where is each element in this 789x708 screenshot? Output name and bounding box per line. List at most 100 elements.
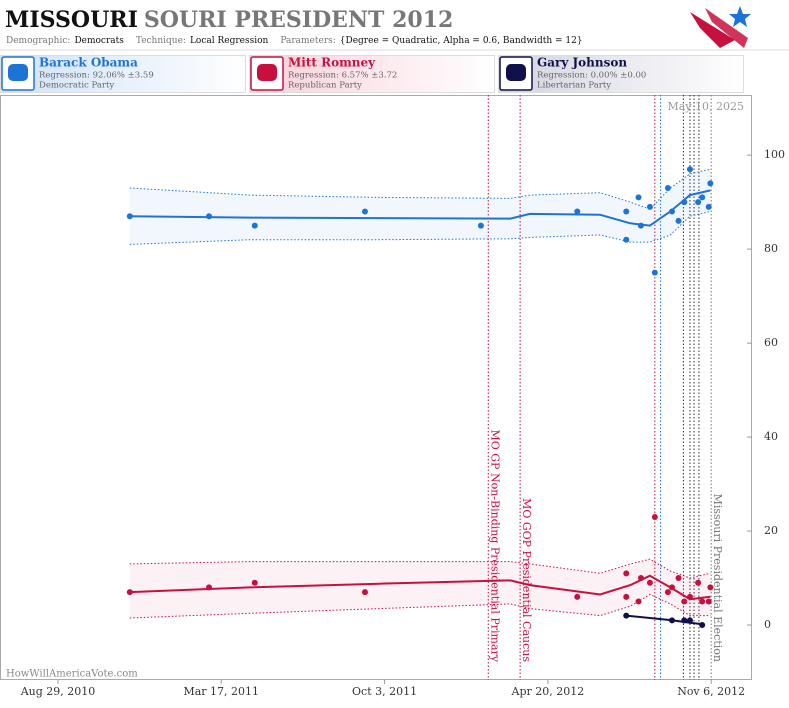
- poll-point: [686, 617, 693, 624]
- poll-point: [681, 199, 688, 206]
- poll-point: [707, 584, 714, 591]
- legend-party: Republican Party: [288, 81, 362, 91]
- band-upper: [129, 558, 711, 579]
- poll-point: [126, 213, 133, 220]
- event-label: MO GP Non-Binding Presidential Primary: [488, 430, 501, 663]
- poll-point: [675, 575, 682, 582]
- y-tick-label: 0: [764, 618, 771, 631]
- legend-regression: Regression: 92.06% ±3.59: [39, 71, 154, 81]
- y-tick-label: 60: [764, 336, 778, 349]
- poll-point: [699, 622, 706, 629]
- poll-point: [361, 589, 368, 596]
- x-tick-label: Nov 6, 2012: [677, 685, 745, 698]
- confidence-band: [129, 169, 711, 245]
- poll-point: [686, 593, 693, 600]
- y-tick-label: 20: [764, 524, 778, 537]
- poll-point: [251, 579, 258, 586]
- legend-party: Democratic Party: [39, 81, 114, 91]
- poll-point: [705, 598, 712, 605]
- source: HowWillAmericaVote.com: [6, 669, 138, 680]
- poll-point: [623, 593, 630, 600]
- poll-point: [623, 236, 630, 243]
- y-tick-label: 40: [764, 430, 778, 443]
- poll-point: [695, 199, 702, 206]
- x-tick-label: Oct 3, 2011: [352, 685, 417, 698]
- legend-icon-mark: [257, 64, 277, 81]
- meta: Demographic: Democrats Technique: Local Reg…: [6, 36, 583, 46]
- meta-line: Demographic: Democrats Technique: Local Reg…: [6, 36, 583, 46]
- poll-point: [695, 579, 702, 586]
- poll-point: [574, 593, 581, 600]
- event-label: Missouri Presidential Election: [711, 494, 724, 662]
- meta-label: Technique:: [136, 36, 186, 46]
- x-tick-label: Apr 20, 2012: [511, 685, 585, 698]
- poll-point: [623, 570, 630, 577]
- poll-point: [637, 222, 644, 229]
- poll-point: [477, 222, 484, 229]
- poll-point: [668, 208, 675, 215]
- meta-label: Demographic:: [6, 36, 70, 46]
- band-lower: [129, 593, 711, 619]
- legend-icon-mark: [8, 64, 28, 81]
- title-rest: SOURI PRESIDENT 2012: [144, 7, 453, 33]
- meta-value: Local Regression: [190, 36, 269, 46]
- legend-icon-mark: [506, 64, 526, 81]
- poll-point: [646, 203, 653, 210]
- poll-point: [646, 579, 653, 586]
- y-tick-label: 80: [764, 242, 778, 255]
- band-lower: [129, 211, 711, 245]
- poll-point: [705, 203, 712, 210]
- poll-point: [651, 269, 658, 276]
- chart-title: MISSOURI SOURI PRESIDENT 2012: [5, 7, 453, 33]
- trend-line: [129, 574, 711, 601]
- poll-point: [361, 208, 368, 215]
- meta-label: Parameters:: [280, 36, 335, 46]
- meta-value: {Degree = Quadratic, Alpha = 0.6, Bandwi…: [340, 36, 583, 46]
- legend-box: [498, 55, 744, 93]
- legend-box: [249, 55, 495, 93]
- x-tick-label: Mar 17, 2011: [183, 685, 259, 698]
- poll-point: [635, 194, 642, 201]
- y-tick-label: 100: [764, 148, 785, 161]
- poll-point: [681, 617, 688, 624]
- date-stamp: May 10, 2025: [667, 100, 744, 113]
- legend-name: Barack Obama: [39, 56, 138, 70]
- legend-regression: Regression: 6.57% ±3.72: [288, 71, 397, 81]
- plot-frame: [0, 95, 752, 680]
- trend-line: [129, 189, 711, 227]
- poll-point: [126, 589, 133, 596]
- legend-name: Gary Johnson: [537, 56, 627, 70]
- poll-point: [635, 598, 642, 605]
- poll-point: [206, 584, 213, 591]
- poll-point: [623, 612, 630, 619]
- poll-point: [675, 217, 682, 224]
- poll-point: [206, 213, 213, 220]
- meta-value: Democrats: [74, 36, 124, 46]
- poll-point: [251, 222, 258, 229]
- poll-point: [681, 598, 688, 605]
- poll-point: [686, 166, 693, 173]
- poll-point: [707, 180, 714, 187]
- legend-regression: Regression: 0.00% ±0.00: [537, 71, 646, 81]
- poll-point: [623, 208, 630, 215]
- poll-point: [651, 513, 658, 520]
- event-label: MO GOP Presidential Caucus: [520, 498, 533, 662]
- confidence-band: [129, 559, 711, 618]
- poll-point: [668, 617, 675, 624]
- poll-point: [664, 589, 671, 596]
- poll-point: [699, 194, 706, 201]
- legend-name: Mitt Romney: [288, 56, 376, 70]
- title-main: MISSOURI: [5, 7, 138, 33]
- poll-point: [574, 208, 581, 215]
- poll-point: [664, 185, 671, 192]
- legend-box: [0, 55, 246, 93]
- poll-point: [668, 584, 675, 591]
- x-tick-label: Aug 29, 2010: [20, 685, 96, 698]
- poll-point: [637, 575, 644, 582]
- poll-point: [699, 598, 706, 605]
- logo: [690, 6, 751, 48]
- band-upper: [129, 168, 711, 210]
